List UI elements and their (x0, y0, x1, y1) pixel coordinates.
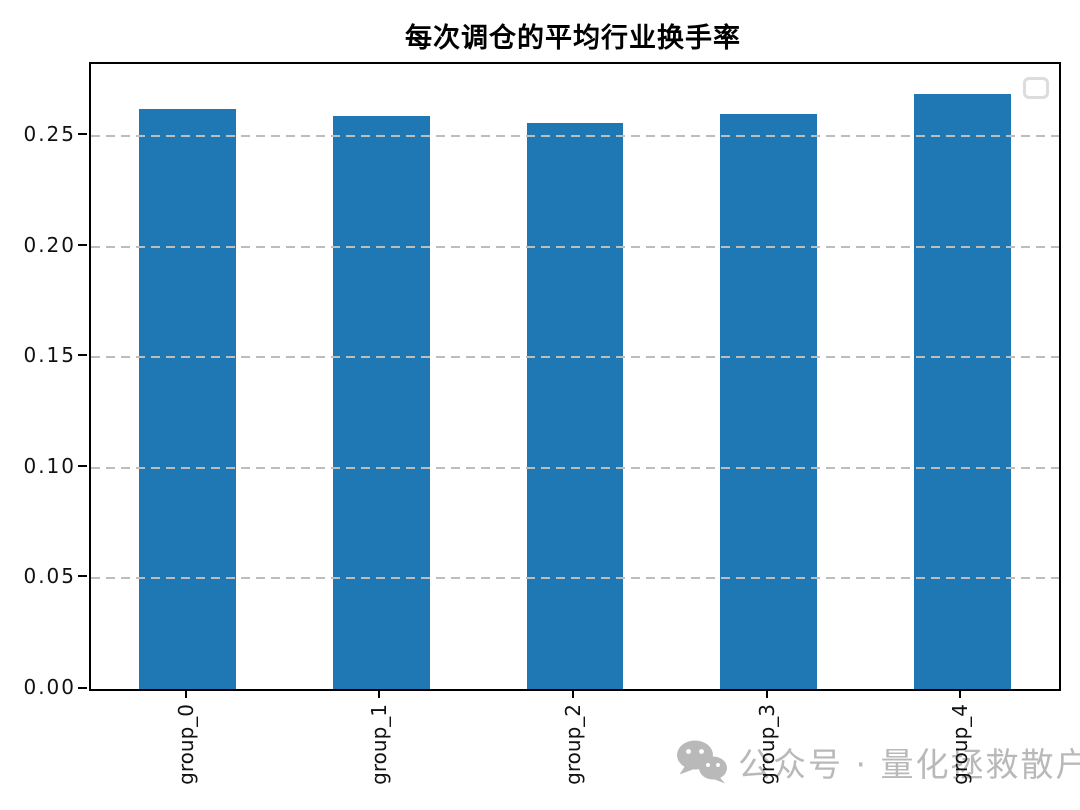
ytick-mark-0.15 (78, 354, 87, 357)
xtick-mark-group_1 (378, 689, 381, 698)
gridline-0.20 (91, 245, 1059, 248)
ytick-mark-0.05 (78, 575, 87, 578)
ytick-label-0.10: 0.10 (23, 453, 76, 478)
ytick-label-0.25: 0.25 (23, 121, 76, 146)
watermark: 公众号 · 量化拯救散户 (676, 738, 1080, 786)
ytick-mark-0.10 (78, 464, 87, 467)
bar-group_3 (720, 113, 817, 689)
ytick-label-0.20: 0.20 (23, 232, 76, 257)
xtick-label-group_0: group_0 (173, 704, 198, 785)
bar-group_1 (333, 116, 430, 689)
bar-group_0 (139, 109, 237, 689)
bar-group_2 (526, 122, 624, 689)
xtick-mark-group_3 (765, 689, 768, 698)
gridline-0.15 (91, 356, 1059, 359)
plot-area (89, 62, 1061, 691)
ytick-label-0.15: 0.15 (23, 343, 76, 368)
xtick-label-group_4: group_4 (948, 704, 973, 785)
xtick-label-group_1: group_1 (367, 704, 392, 785)
xtick-label-group_3: group_3 (754, 704, 779, 785)
legend-box (1023, 77, 1049, 99)
gridline-0.10 (91, 466, 1059, 469)
ytick-mark-0.00 (78, 687, 87, 689)
chart-title: 每次调仓的平均行业换手率 (405, 23, 741, 54)
xtick-label-group_2: group_2 (561, 704, 585, 785)
watermark-text: 公众号 · 量化拯救散户 (738, 745, 1080, 784)
bar-group_4 (913, 93, 1011, 689)
xtick-mark-group_2 (572, 689, 574, 698)
gridline-0.25 (91, 134, 1059, 137)
gridline-0.05 (91, 577, 1059, 580)
xtick-mark-group_4 (959, 689, 962, 698)
ytick-label-0.00: 0.00 (23, 675, 76, 699)
ytick-label-0.05: 0.05 (23, 564, 76, 589)
ytick-mark-0.25 (78, 132, 87, 135)
xtick-mark-group_0 (184, 689, 187, 698)
ytick-mark-0.20 (78, 243, 87, 246)
wechat-icon (677, 740, 727, 784)
